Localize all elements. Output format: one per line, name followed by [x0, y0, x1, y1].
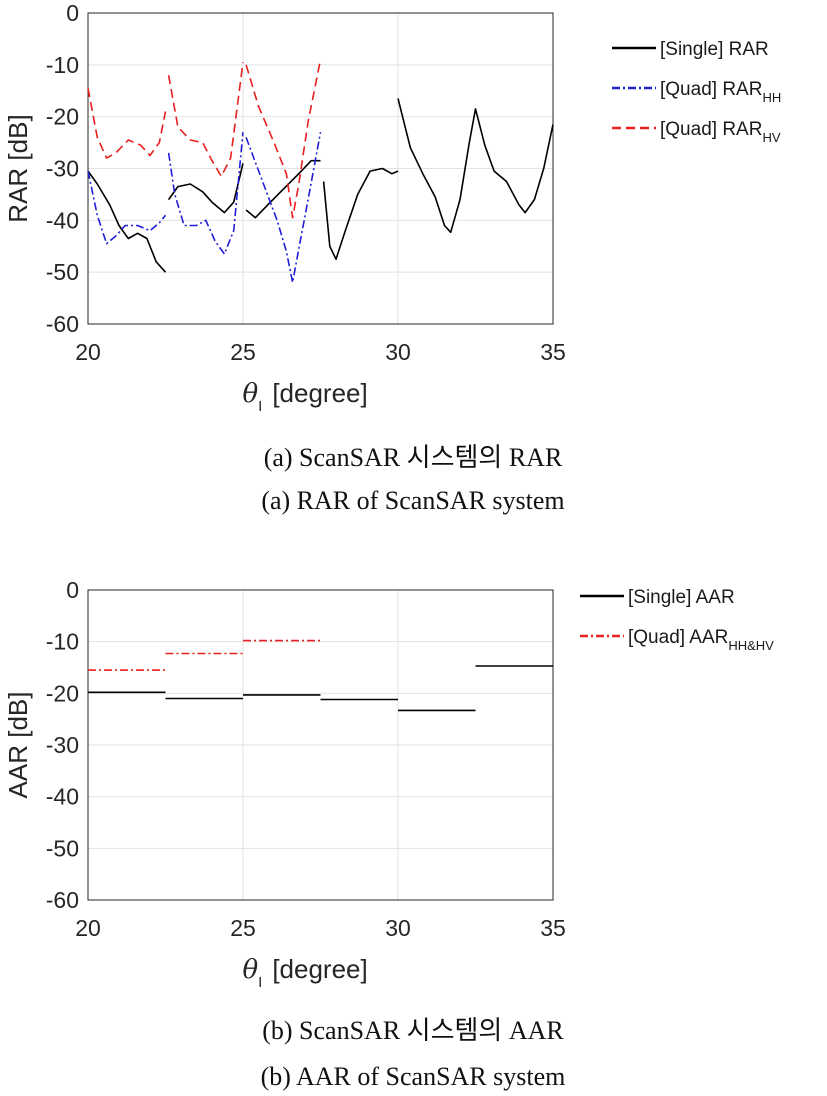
x-axis-unit: [degree]: [272, 378, 367, 408]
legend-entry: [Single] AAR: [628, 587, 735, 608]
legend-entry: [Single] RAR: [660, 39, 769, 60]
series-line: [245, 132, 322, 284]
axes-box: [87, 12, 554, 325]
y-tick-label: -10: [46, 629, 79, 655]
legend-label: [Single] AAR: [628, 587, 735, 608]
y-tick-label: -30: [46, 156, 79, 182]
series-line: [87, 170, 167, 273]
y-axis-label: RAR [dB]: [3, 114, 33, 222]
legend: [Single] AAR [Quad] AARHH&HV: [580, 587, 774, 653]
y-tick-label: -20: [46, 104, 79, 130]
y-axis-label: AAR [dB]: [3, 692, 33, 799]
x-tick-label: 20: [75, 915, 101, 941]
caption-english: (b) AAR of ScanSAR system: [261, 1062, 566, 1091]
y-tick-label: 0: [66, 577, 79, 603]
caption-english: (a) RAR of ScanSAR system: [261, 486, 564, 515]
y-tick-label: -60: [46, 887, 79, 913]
chart-panel-b: 20 25 30 35 0 -10 -20 -30 -40 -50 -60 AAR [dB] θI [de…: [3, 577, 774, 1091]
series-line: [87, 170, 167, 245]
legend: [Single] RAR[Quad] RARHH[Quad] RARHV: [612, 39, 781, 145]
x-tick-label: 35: [540, 915, 566, 941]
legend-subscript: HH&HV: [728, 638, 774, 653]
legend-entry: [Quad] AARHH&HV: [628, 627, 774, 653]
x-axis-label: θI [degree]: [243, 954, 368, 991]
theta-symbol: θ: [243, 379, 259, 409]
x-tick-label: 20: [75, 339, 101, 365]
series-0: [88, 665, 553, 712]
legend-entry: [Quad] RARHV: [660, 119, 781, 145]
series-line: [397, 98, 554, 234]
axes-box: [87, 589, 554, 901]
theta-symbol: θ: [243, 955, 259, 985]
y-tick-label: -50: [46, 835, 79, 861]
x-tick-label: 35: [540, 339, 566, 365]
legend-subscript: HV: [762, 130, 780, 145]
y-tick-label: 0: [66, 0, 79, 26]
y-tick-label: -40: [46, 784, 79, 810]
legend-label: [Quad] RAR: [660, 119, 762, 140]
series-line: [87, 88, 167, 159]
series-line: [167, 132, 244, 255]
x-axis-unit: [degree]: [272, 954, 367, 984]
x-tick-label: 30: [385, 915, 411, 941]
caption-korean: (a) ScanSAR 시스템의 RAR: [264, 443, 563, 472]
series-line: [167, 163, 244, 214]
theta-subscript: I: [258, 398, 262, 415]
y-tick-label: -50: [46, 259, 79, 285]
series-0: [87, 98, 554, 273]
caption-korean: (b) ScanSAR 시스템의 AAR: [262, 1016, 564, 1045]
series-line: [322, 167, 399, 260]
legend-label: [Quad] AAR: [628, 627, 728, 648]
series-1: [87, 132, 322, 284]
series-line: [245, 59, 322, 219]
x-tick-label: 25: [230, 915, 256, 941]
x-tick-label: 25: [230, 339, 256, 365]
legend-entry: [Quad] RARHH: [660, 79, 781, 105]
y-tick-label: -20: [46, 680, 79, 706]
series-line: [245, 159, 321, 219]
legend-label: [Quad] RAR: [660, 79, 762, 100]
y-tick-label: -60: [46, 311, 79, 337]
y-tick-label: -30: [46, 732, 79, 758]
legend-subscript: HH: [762, 90, 781, 105]
y-tick-label: -40: [46, 207, 79, 233]
series-1: [88, 639, 321, 671]
series-2: [87, 59, 322, 219]
legend-label: [Single] RAR: [660, 39, 769, 60]
x-tick-label: 30: [385, 339, 411, 365]
chart-panel-a: 20 25 30 35 0 -10 -20 -30 -40 -50 -60 RAR [dB] θI [de…: [3, 0, 781, 515]
theta-subscript: I: [258, 974, 262, 991]
y-tick-label: -10: [46, 52, 79, 78]
x-axis-label: θI [degree]: [243, 378, 368, 415]
